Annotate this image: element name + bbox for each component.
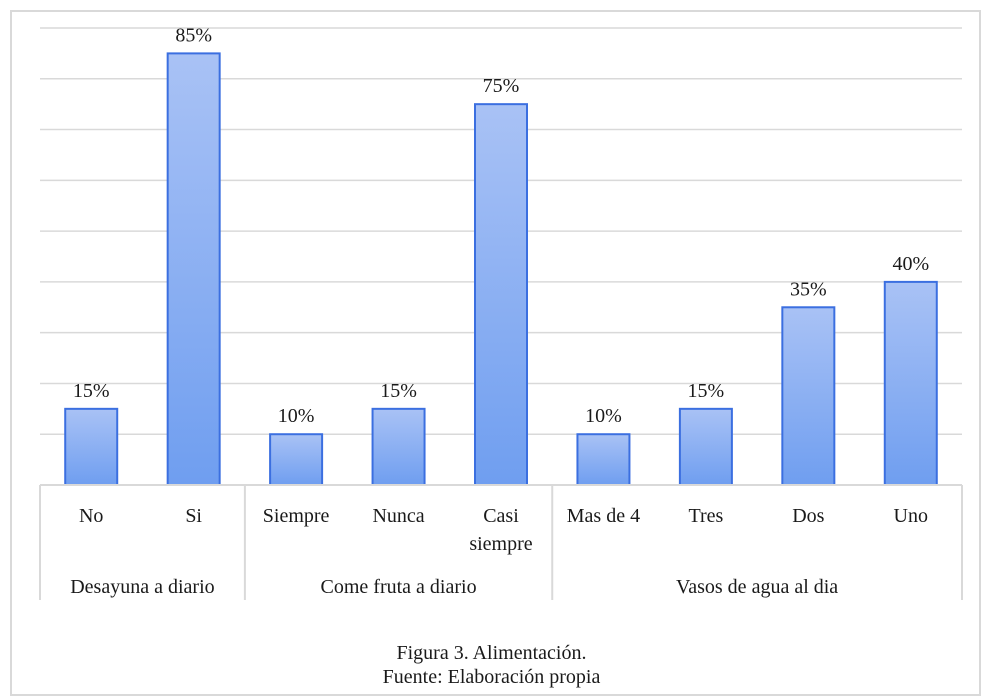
bar (576, 433, 631, 487)
data-label: 40% (892, 253, 929, 275)
category-label: Si (185, 505, 202, 527)
category-label: Tres (688, 505, 723, 527)
group-label: Desayuna a diario (70, 576, 214, 598)
bar (64, 407, 119, 487)
data-label: 35% (790, 278, 827, 300)
figure-caption: Figura 3. Alimentación. (396, 642, 587, 664)
bar (269, 433, 324, 487)
source-caption: Fuente: Elaboración propia (382, 666, 601, 688)
category-label: Uno (894, 505, 928, 527)
category-label: Nunca (372, 505, 424, 527)
group-label: Vasos de agua al dia (676, 576, 838, 598)
category-label: Mas de 4 (567, 505, 640, 527)
category-label: siempre (469, 533, 532, 555)
category-label: Siempre (263, 505, 330, 527)
data-label: 15% (73, 380, 110, 402)
data-label: 75% (483, 75, 520, 97)
category-label: Casi (483, 505, 519, 527)
data-label: 85% (175, 24, 212, 46)
bar (474, 103, 528, 487)
bar (678, 407, 733, 487)
bar (883, 280, 938, 486)
data-label: 10% (278, 405, 315, 427)
category-label: No (79, 505, 103, 527)
bar (781, 306, 836, 486)
group-label: Come fruta a diario (321, 576, 477, 598)
data-label: 15% (688, 380, 725, 402)
data-label: 10% (585, 405, 622, 427)
bar-chart: 15% 85% 10% 15% 75% 10% 15% 35% 40% No Si Siempre N… (39, 24, 963, 600)
category-label: Dos (792, 505, 824, 527)
data-label: 15% (380, 380, 417, 402)
bar (371, 407, 426, 487)
bar (166, 52, 221, 487)
